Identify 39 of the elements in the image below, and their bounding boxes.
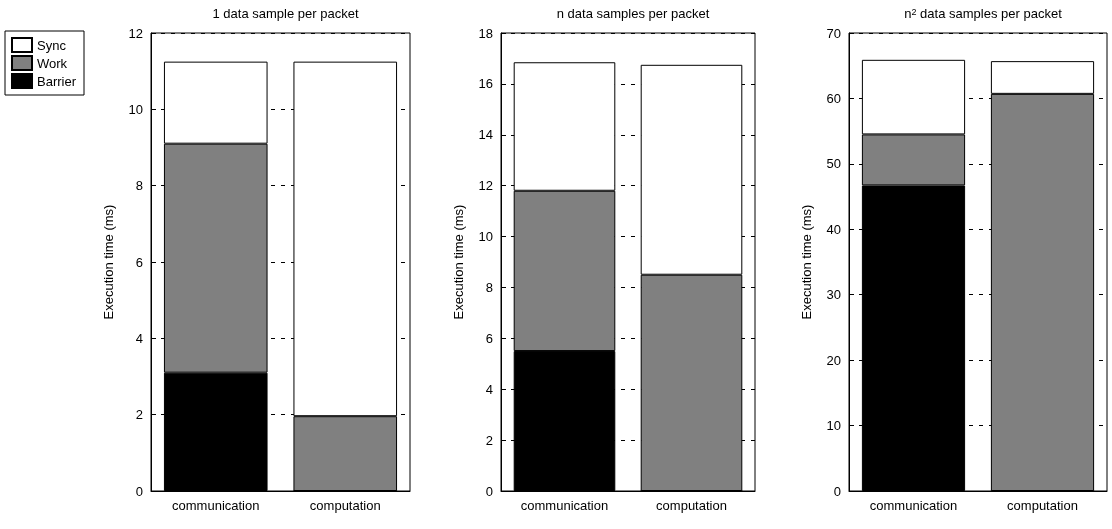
x-tick-label: computation bbox=[656, 498, 727, 513]
y-tick-label: 50 bbox=[826, 156, 841, 172]
y-tick-label: 70 bbox=[826, 25, 841, 41]
y-tick-label: 40 bbox=[826, 221, 841, 237]
y-axis-title: Execution time (ms) bbox=[451, 204, 466, 320]
x-tick-label: communication bbox=[172, 498, 260, 513]
legend-label: Sync bbox=[37, 37, 67, 53]
y-tick-label: 12 bbox=[478, 178, 493, 194]
y-tick-label: 6 bbox=[135, 254, 143, 270]
x-tick-label: computation bbox=[309, 498, 381, 513]
y-axis-title: Execution time (ms) bbox=[101, 204, 116, 320]
y-tick-label: 18 bbox=[478, 25, 493, 41]
y-tick-label: 10 bbox=[128, 101, 143, 117]
y-tick-label: 6 bbox=[485, 330, 493, 346]
legend-label: Work bbox=[37, 55, 68, 71]
y-tick-label: 14 bbox=[478, 127, 493, 143]
y-tick-label: 0 bbox=[485, 483, 493, 499]
y-tick-label: 2 bbox=[485, 432, 493, 448]
y-tick-label: 0 bbox=[135, 483, 143, 499]
chart-title: n data samples per packet bbox=[556, 6, 710, 21]
y-tick-label: 8 bbox=[135, 178, 143, 194]
y-tick-label: 30 bbox=[826, 287, 841, 303]
y-tick-label: 10 bbox=[478, 229, 493, 245]
y-tick-label: 16 bbox=[478, 76, 493, 92]
y-tick-label: 10 bbox=[826, 418, 841, 434]
x-tick-label: computation bbox=[1007, 498, 1078, 513]
y-tick-label: 20 bbox=[826, 352, 841, 368]
x-tick-label: communication bbox=[520, 498, 609, 513]
y-axis-title: Execution time (ms) bbox=[799, 204, 814, 320]
y-tick-label: 4 bbox=[135, 330, 143, 346]
y-tick-label: 60 bbox=[826, 90, 841, 106]
x-tick-label: communication bbox=[869, 498, 958, 513]
y-tick-label: 8 bbox=[485, 279, 493, 295]
legend-label: Barrier bbox=[37, 73, 77, 89]
y-tick-label: 12 bbox=[128, 25, 143, 41]
chart-title: 1 data sample per packet bbox=[212, 6, 359, 21]
y-tick-label: 0 bbox=[833, 483, 841, 499]
y-tick-label: 2 bbox=[135, 407, 143, 423]
y-tick-label: 4 bbox=[485, 381, 493, 397]
